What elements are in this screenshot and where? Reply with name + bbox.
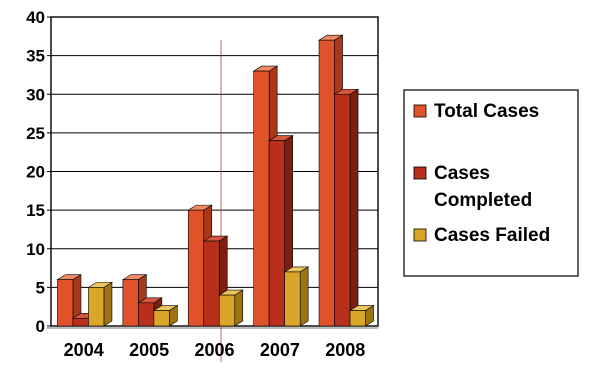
legend-label: Total Cases [434, 101, 539, 122]
bar-front [88, 287, 105, 327]
bars [56, 34, 375, 327]
bar-2008-1 [333, 88, 360, 327]
bar-front [153, 310, 170, 327]
bar-front [72, 317, 89, 327]
bar-front [253, 70, 270, 327]
bar-side [103, 281, 113, 327]
bar-2006-2 [218, 289, 244, 327]
legend-label: Completed [434, 190, 532, 211]
bar-front [218, 294, 236, 327]
legend-swatch [413, 228, 427, 242]
x-tick-label: 2005 [129, 340, 169, 360]
y-tick-label: 10 [26, 240, 45, 259]
bar-2004-2 [87, 281, 113, 327]
bar-front [203, 240, 220, 327]
bar-side [234, 289, 244, 327]
x-tick-label: 2007 [260, 340, 300, 360]
bar-front [318, 39, 335, 327]
y-tick-label: 35 [26, 47, 45, 66]
axis-labels: 0 5 10 15 20 25 30 35 40 2004 2005 2006 2007 2008 [26, 8, 365, 360]
bar-2007-2 [283, 266, 310, 327]
y-tick-label: 0 [36, 317, 45, 336]
legend-label: Cases Failed [434, 225, 550, 246]
y-tick-label: 15 [26, 201, 45, 220]
bar-front [57, 279, 74, 327]
bar-front [334, 93, 351, 327]
x-tick-label: 2004 [64, 340, 104, 360]
y-tick-label: 40 [26, 8, 45, 27]
y-tick-label: 20 [26, 163, 45, 182]
bar-side [299, 266, 309, 327]
bar-2004-0 [56, 274, 82, 327]
y-tick-label: 30 [26, 85, 45, 104]
x-tick-label: 2008 [325, 340, 365, 360]
bar-side [349, 88, 359, 327]
bar-2008-2 [349, 305, 375, 327]
y-tick-label: 5 [36, 278, 45, 297]
y-tick-label: 25 [26, 124, 45, 143]
x-tick-label: 2006 [194, 340, 234, 360]
legend-swatch [413, 104, 427, 118]
legend-box [403, 89, 579, 277]
bar-2005-2 [152, 305, 179, 327]
legend-swatch [413, 166, 427, 180]
bar-front [268, 140, 285, 327]
bar-front [349, 310, 366, 327]
bar-front [138, 302, 155, 327]
legend-label: Cases [434, 163, 490, 184]
bar-front [187, 209, 205, 327]
bar-front [284, 271, 301, 327]
legend: Total Cases Cases Completed Cases Failed [403, 89, 579, 277]
bar-front [122, 279, 139, 327]
